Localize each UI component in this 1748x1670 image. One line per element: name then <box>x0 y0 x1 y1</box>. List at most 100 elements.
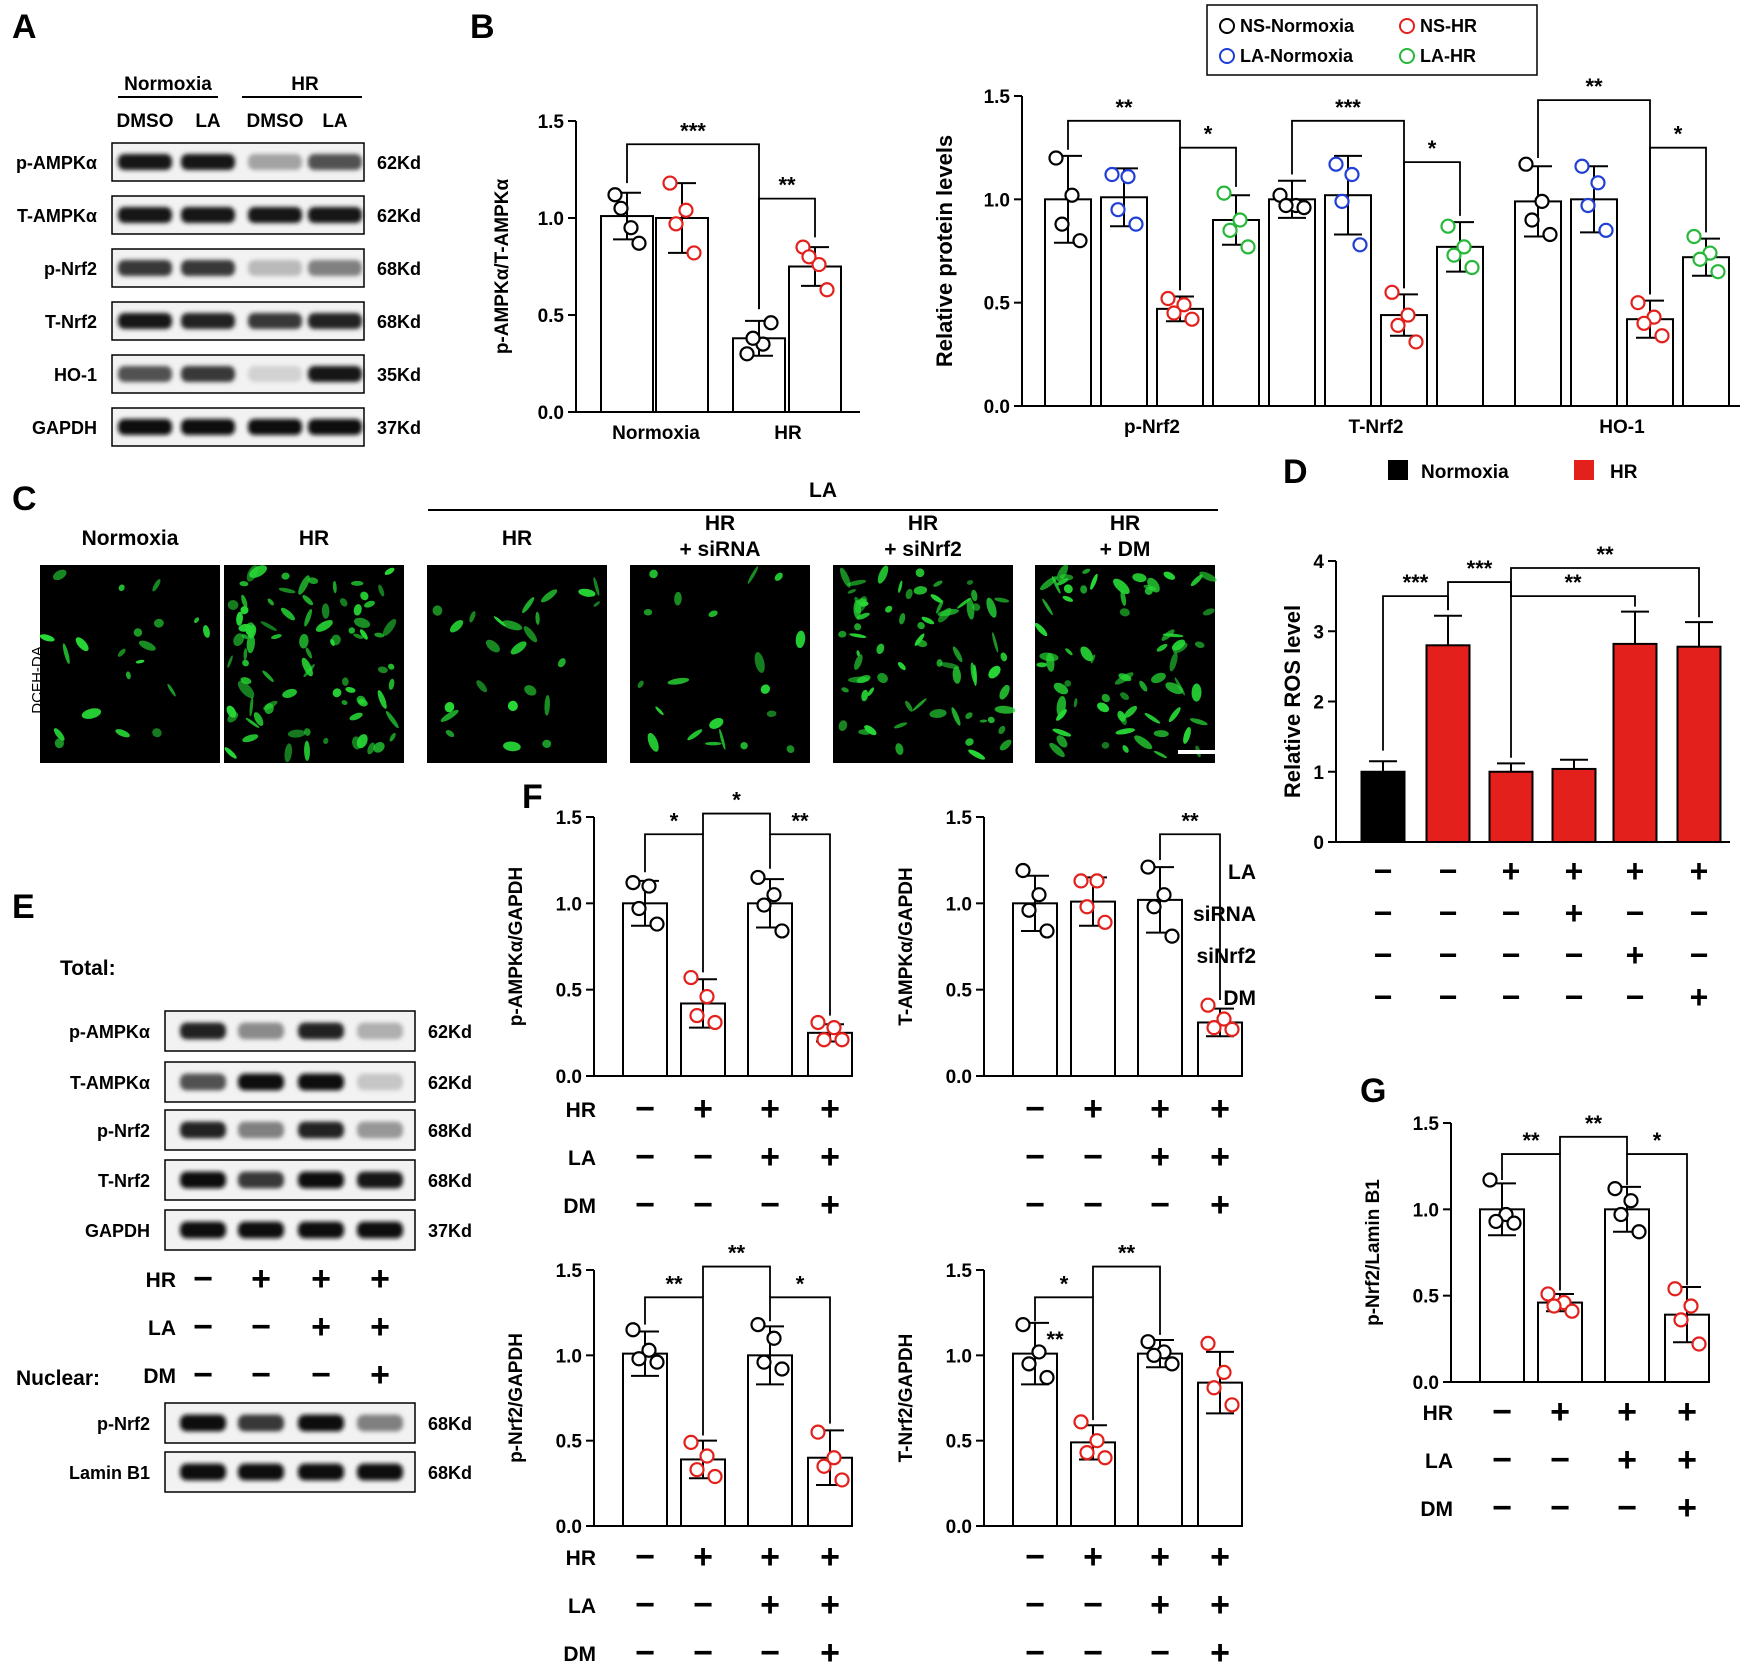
condition-label: HR <box>146 1269 176 1292</box>
fluorescent-cell <box>153 618 164 628</box>
data-point <box>816 1032 832 1048</box>
fluorescent-cell <box>374 632 385 638</box>
fluorescent-cell <box>1080 585 1088 594</box>
data-point <box>1607 1181 1623 1197</box>
fluorescent-cell <box>332 688 342 698</box>
condition-sign: − <box>1025 1586 1045 1624</box>
y-tick-label: 1.0 <box>556 894 582 915</box>
data-point <box>607 187 623 203</box>
fluorescent-cell <box>342 677 349 686</box>
data-point <box>756 897 772 913</box>
fluorescent-cell <box>299 633 309 649</box>
condition-sign: − <box>1150 1634 1170 1670</box>
fluorescent-cell <box>1097 702 1110 713</box>
fluorescent-cell <box>593 601 601 607</box>
significance-bracket <box>644 833 704 973</box>
condition-sign: − <box>693 1186 713 1224</box>
significance-label: *** <box>1335 95 1361 120</box>
data-point <box>625 875 641 891</box>
fluorescent-cell <box>356 695 366 705</box>
condition-sign: − <box>693 1586 713 1624</box>
fluorescent-cell <box>384 567 395 575</box>
condition-sign: + <box>1210 1538 1230 1576</box>
data-point <box>1031 887 1047 903</box>
fluorescent-cell <box>858 598 867 605</box>
fluorescent-cell <box>284 743 293 763</box>
fluorescent-cell <box>388 663 395 670</box>
fluorescent-cell <box>1065 648 1073 656</box>
blot-band <box>238 1463 284 1481</box>
fluorescent-cell <box>1183 727 1191 744</box>
fluorescent-cell <box>912 698 927 711</box>
y-tick-label: 0.5 <box>556 1432 583 1453</box>
condition-sign: + <box>1210 1634 1230 1670</box>
data-point <box>1408 334 1424 350</box>
y-tick-label: 0.0 <box>984 397 1010 418</box>
micrograph-row: Normoxia HR HR HR + siRNA HR + siNrf2 HR + DM <box>39 512 1217 763</box>
condition-label: siNrf2 <box>1196 945 1256 968</box>
condition-sign: − <box>1617 1489 1637 1527</box>
fluorescent-cell <box>856 650 860 657</box>
bar <box>1479 1208 1525 1384</box>
data-point <box>1054 216 1070 232</box>
fluorescent-cell <box>999 739 1012 751</box>
fluorescent-cell <box>249 696 254 717</box>
fluorescent-cell <box>53 569 67 581</box>
data-point <box>683 1434 699 1450</box>
fluorescent-cell <box>885 605 893 613</box>
fluorescent-cell <box>999 684 1010 700</box>
fluorescent-cell <box>1082 568 1091 574</box>
condition-sign: + <box>1210 1186 1230 1224</box>
condition-sign: − <box>1083 1586 1103 1624</box>
y-tick-label: 1.5 <box>556 1261 583 1282</box>
condition-sign: − <box>251 1356 271 1394</box>
fluorescent-cell <box>929 709 947 719</box>
fluorescent-cell <box>1073 698 1078 708</box>
fluorescent-cell <box>242 659 249 667</box>
legend-b: NS-Normoxia NS-HR LA-Normoxia LA-HR <box>1206 4 1538 76</box>
condition-sign: + <box>1550 1393 1570 1431</box>
data-point <box>649 916 665 932</box>
fluorescent-cell <box>915 639 928 648</box>
fluorescent-cell <box>1118 673 1132 682</box>
data-point <box>766 887 782 903</box>
data-point <box>1089 873 1105 889</box>
fluorescent-cell <box>245 717 260 728</box>
data-point <box>641 1342 657 1358</box>
chart-f4: 0.00.51.01.5T-Nrf2/GAPDH***− + + +− − + +− − − +*… <box>896 1241 1243 1670</box>
condition-sign: − <box>635 1538 655 1576</box>
fluorescent-cell <box>353 633 364 639</box>
blot-row-size: 37Kd <box>428 1221 472 1241</box>
data-point <box>1176 297 1192 313</box>
condition-sign: + <box>760 1586 780 1624</box>
blot-band <box>308 207 362 223</box>
condition-label: LA <box>1425 1450 1453 1473</box>
data-point <box>1146 899 1162 915</box>
blot-a-lane-label: LA <box>322 111 348 132</box>
significance-label: ** <box>791 808 809 833</box>
blot-band <box>298 1221 344 1239</box>
x-tick-label: p-Nrf2 <box>1124 417 1180 438</box>
blot-row: p-Nrf2 68Kd <box>97 1402 472 1444</box>
fluorescent-cell <box>1161 629 1175 641</box>
blot-a-lane-label: DMSO <box>117 111 174 132</box>
data-point <box>1692 251 1708 267</box>
data-point <box>1216 185 1232 201</box>
blot-band <box>308 366 362 382</box>
legend-d-normoxia: Normoxia <box>1421 462 1509 483</box>
fluorescent-cell <box>1199 571 1217 582</box>
fluorescent-cell <box>913 586 928 595</box>
blot-band <box>248 313 302 329</box>
bar <box>1100 196 1148 407</box>
fluorescent-cell <box>877 673 888 683</box>
data-point <box>1456 239 1472 255</box>
data-point <box>834 1032 850 1048</box>
blot-band <box>308 419 362 435</box>
fluorescent-cell <box>1036 662 1048 668</box>
y-tick-label: 1.0 <box>1413 1200 1439 1221</box>
blot-band <box>308 313 362 329</box>
fluorescent-cell <box>856 612 870 620</box>
y-axis-label: p-AMPKα/GAPDH <box>506 867 527 1026</box>
blot-row-label: T-AMPKα <box>70 1073 150 1093</box>
data-point <box>1216 1011 1232 1027</box>
